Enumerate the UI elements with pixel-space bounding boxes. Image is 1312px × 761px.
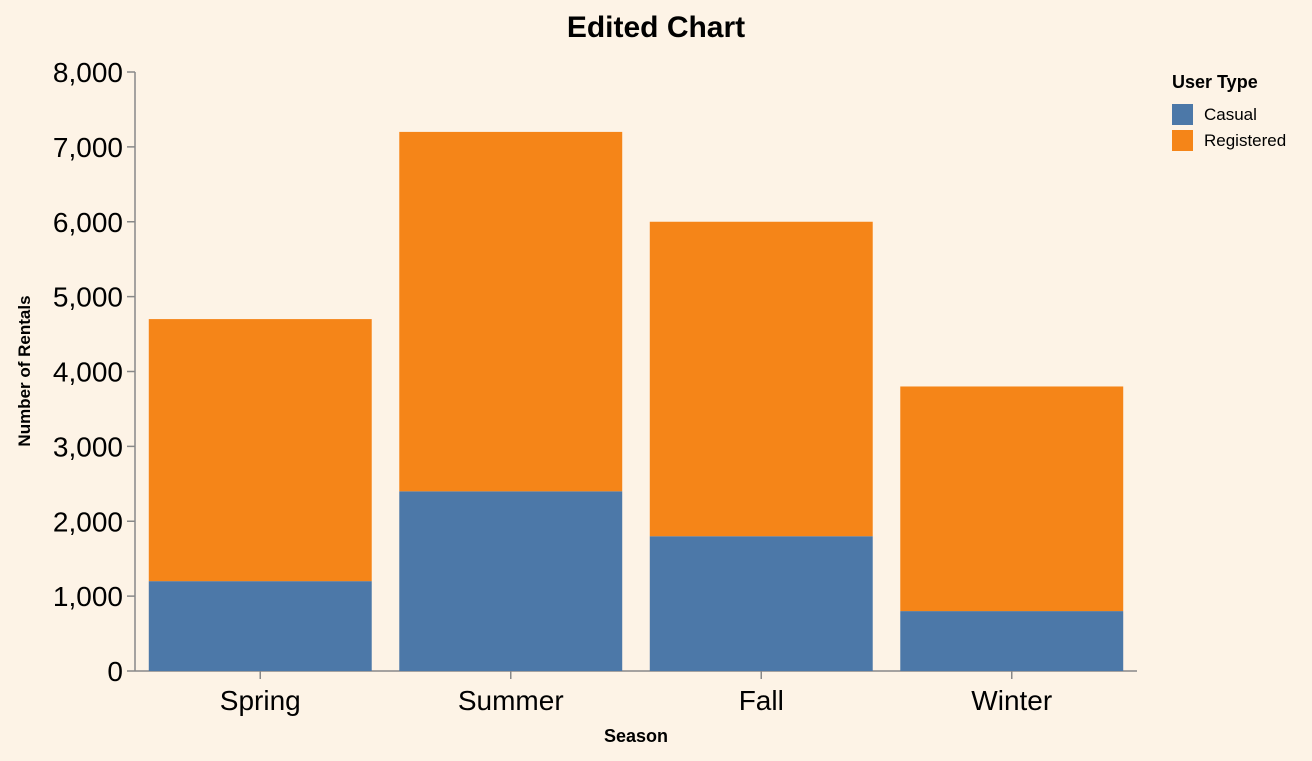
- y-tick-label: 5,000: [53, 282, 123, 313]
- bar-casual-spring: [148, 581, 372, 671]
- x-tick-label: Winter: [971, 685, 1052, 716]
- y-tick-label: 3,000: [53, 431, 123, 462]
- bars-group: [148, 131, 1124, 671]
- bar-registered-winter: [900, 386, 1124, 612]
- x-tick-label: Spring: [220, 685, 301, 716]
- bar-casual-summer: [399, 491, 623, 671]
- legend-label-registered: Registered: [1204, 131, 1286, 150]
- x-axis-label: Season: [604, 726, 668, 746]
- legend-label-casual: Casual: [1204, 105, 1257, 124]
- legend: User Type Casual Registered: [1172, 72, 1286, 151]
- legend-swatch-registered: [1172, 130, 1193, 151]
- legend-title: User Type: [1172, 72, 1258, 92]
- y-tick-label: 1,000: [53, 581, 123, 612]
- y-tick-label: 8,000: [53, 57, 123, 88]
- legend-swatch-casual: [1172, 104, 1193, 125]
- x-tick-label: Summer: [458, 685, 564, 716]
- x-tick-label: Fall: [739, 685, 784, 716]
- bar-casual-winter: [900, 611, 1124, 671]
- bar-casual-fall: [649, 536, 873, 671]
- y-tick-label: 4,000: [53, 357, 123, 388]
- bar-registered-spring: [148, 319, 372, 582]
- bar-registered-fall: [649, 221, 873, 537]
- y-axis-label: Number of Rentals: [15, 295, 34, 446]
- x-axis: Spring Summer Fall Winter: [135, 670, 1137, 716]
- y-tick-label: 7,000: [53, 132, 123, 163]
- bar-registered-summer: [399, 131, 623, 492]
- y-tick-label: 6,000: [53, 207, 123, 238]
- y-tick-label: 2,000: [53, 506, 123, 537]
- y-tick-label: 0: [107, 656, 123, 687]
- chart-title: Edited Chart: [567, 11, 745, 44]
- y-axis: 0 1,000 2,000 3,000 4,000 5,000 6,000 7,000 8,00…: [53, 57, 136, 687]
